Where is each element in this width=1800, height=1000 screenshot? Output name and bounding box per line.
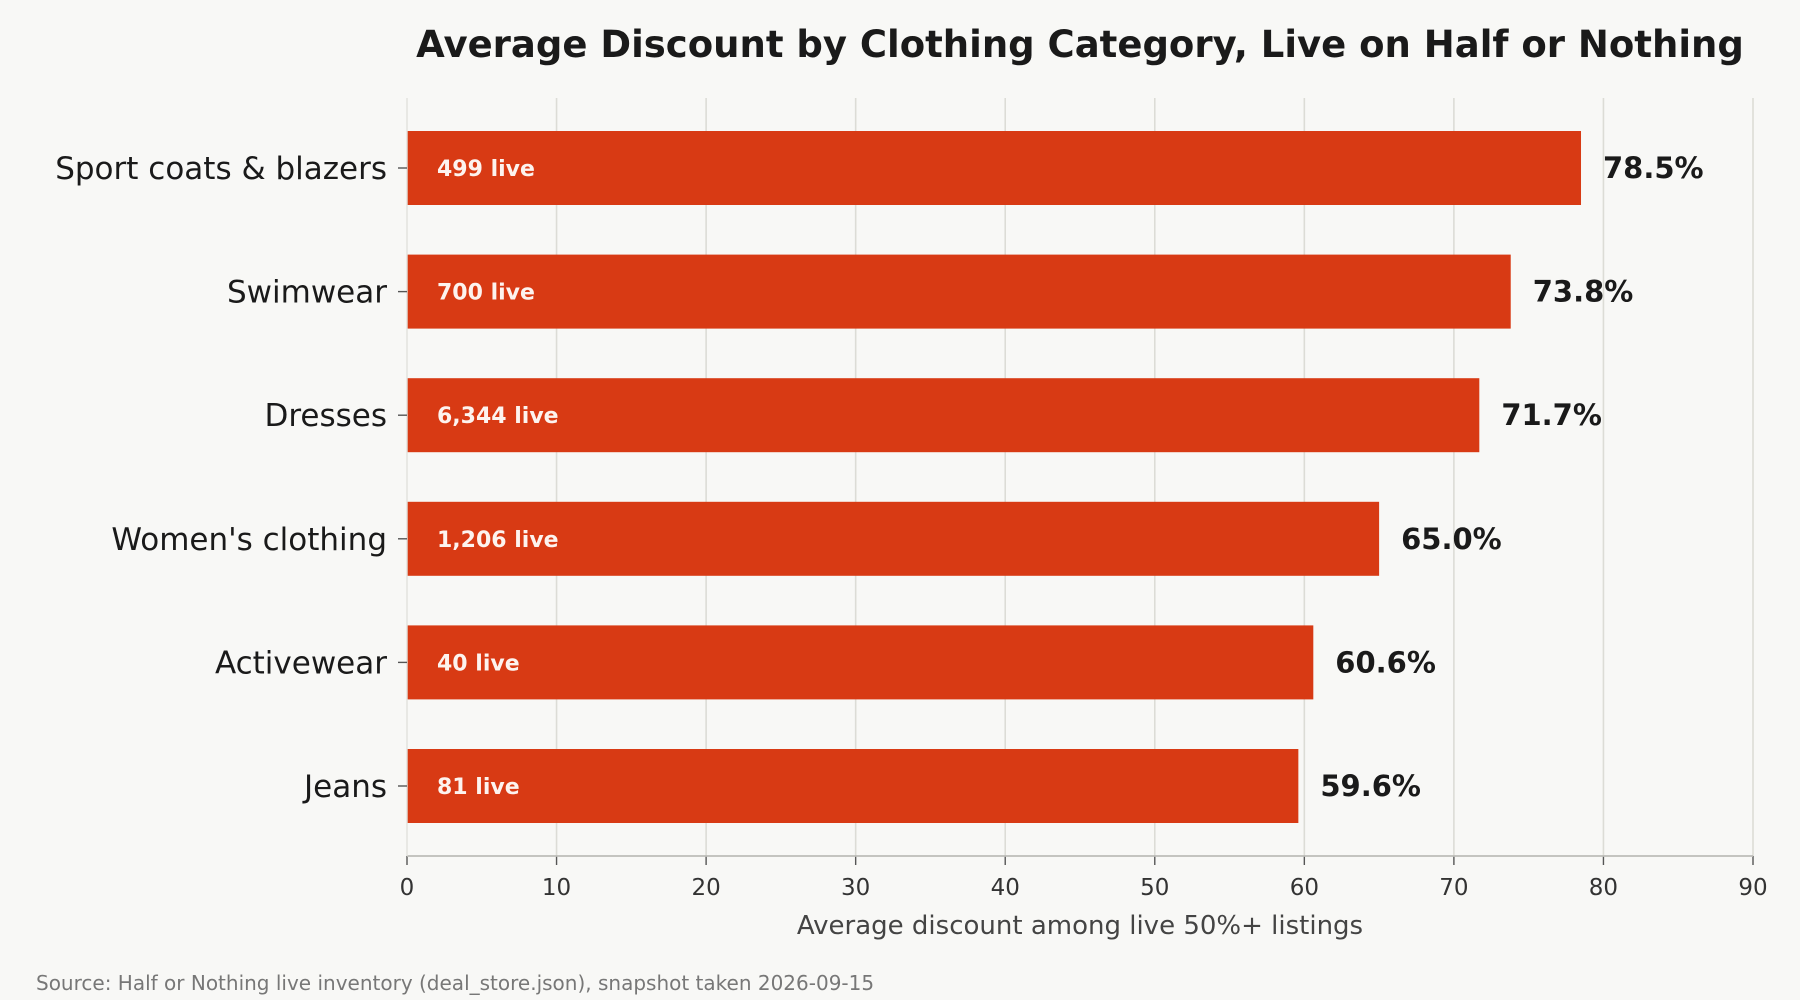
bar — [407, 378, 1480, 453]
bar — [407, 254, 1511, 329]
x-tick-label: 40 — [991, 875, 1020, 901]
x-tick-label: 20 — [691, 875, 720, 901]
bars: 499 live 78.5% 700 live 73.8% 6,344 live 71.7… — [407, 131, 1704, 823]
value-label: 78.5% — [1603, 151, 1704, 185]
value-label: 60.6% — [1335, 645, 1436, 679]
bar — [407, 749, 1299, 823]
x-tick-label: 10 — [542, 875, 571, 901]
count-label: 6,344 live — [437, 404, 559, 429]
value-label: 73.8% — [1533, 275, 1634, 309]
x-tick-label: 60 — [1290, 875, 1319, 901]
x-tick-label: 90 — [1738, 875, 1767, 901]
count-label: 499 live — [437, 157, 535, 182]
count-label: 700 live — [437, 281, 535, 306]
category-label: Swimwear — [227, 275, 387, 311]
value-label: 65.0% — [1401, 522, 1502, 556]
x-tick-label: 30 — [841, 875, 870, 901]
category-label: Activewear — [215, 645, 387, 681]
count-label: 81 live — [437, 775, 520, 800]
bar — [407, 501, 1380, 576]
bar — [407, 131, 1582, 205]
value-label: 59.6% — [1320, 769, 1421, 803]
category-label: Jeans — [302, 769, 387, 805]
x-tick-label: 0 — [400, 875, 415, 901]
count-label: 1,206 live — [437, 528, 559, 553]
chart-title: Average Discount by Clothing Category, L… — [416, 23, 1744, 66]
count-label: 40 live — [437, 651, 520, 676]
x-tick-label: 70 — [1439, 875, 1468, 901]
source-note: Source: Half or Nothing live inventory (… — [36, 971, 874, 995]
x-tick-label: 50 — [1140, 875, 1169, 901]
category-label: Sport coats & blazers — [55, 151, 387, 187]
value-label: 71.7% — [1501, 398, 1602, 432]
x-tick-label: 80 — [1589, 875, 1618, 901]
bar — [407, 625, 1314, 700]
gridlines — [555, 98, 1754, 856]
category-label: Dresses — [264, 398, 387, 434]
category-label: Women's clothing — [111, 522, 387, 558]
axes: 0 10 20 30 40 50 60 70 80 90 Sport coats & blazers… — [55, 98, 1768, 901]
x-axis-label: Average discount among live 50%+ listing… — [797, 911, 1363, 941]
